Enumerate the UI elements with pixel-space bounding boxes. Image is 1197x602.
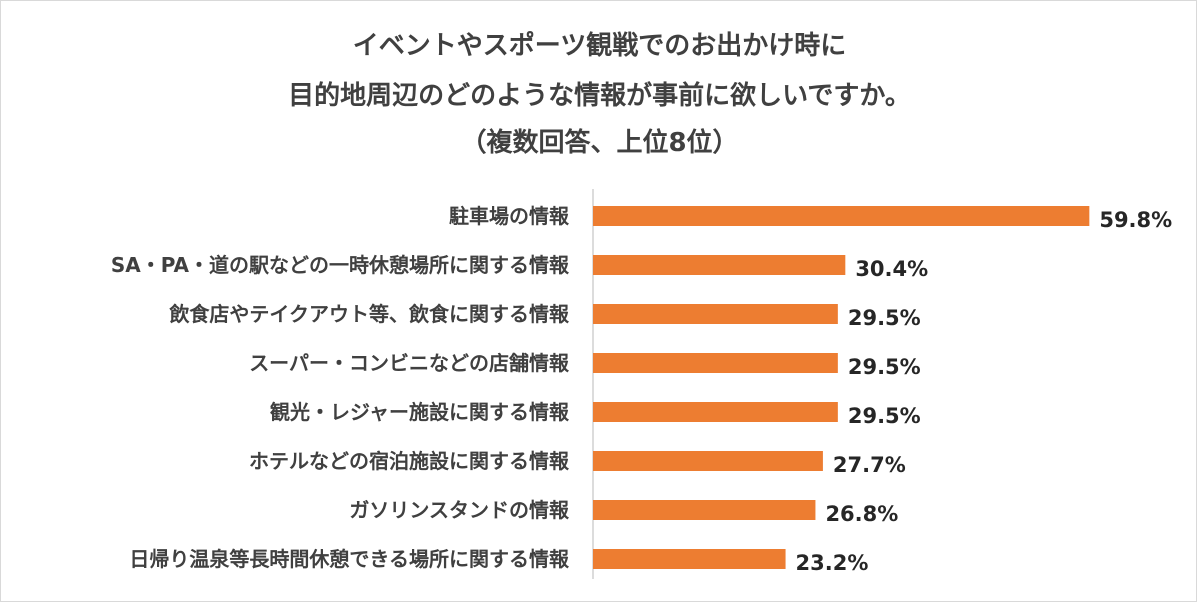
- chart-title-line-1: イベントやスポーツ観戦でのお出かけ時に: [352, 31, 847, 61]
- bar-1: [593, 206, 1090, 226]
- bar-7: [593, 500, 816, 520]
- category-label-layer: 駐車場の情報 SA・PA・道の駅などの一時休憩場所に関する情報飲食店やテイクアウト…: [111, 204, 570, 571]
- category-label-2: SA・PA・道の駅などの一時休憩場所に関する情報: [111, 253, 570, 277]
- bar-6: [593, 451, 823, 471]
- bar-3: [593, 304, 838, 324]
- chart-title-line-3: （複数回答、上位8位）: [460, 128, 739, 158]
- value-label-6: 27.7%: [833, 453, 906, 477]
- value-label-4: 29.5%: [848, 355, 921, 379]
- category-label-1: 駐車場の情報: [449, 204, 570, 228]
- bar-2: [593, 255, 846, 275]
- value-label-3: 29.5%: [848, 306, 921, 330]
- chart-title-line-2: 目的地周辺のどのような情報が事前に欲しいですか。: [288, 81, 911, 111]
- category-label-6: ホテルなどの宿泊施設に関する情報: [249, 449, 570, 473]
- value-label-8: 23.2%: [796, 551, 869, 575]
- bar-layer: [593, 206, 1090, 569]
- value-label-2: 30.4%: [855, 257, 928, 281]
- value-label-5: 29.5%: [848, 404, 921, 428]
- bar-8: [593, 549, 786, 569]
- category-label-5: 観光・レジャー施設に関する情報: [270, 400, 570, 424]
- bar-5: [593, 402, 838, 422]
- category-label-8: 日帰り温泉等長時間休憩できる場所に関する情報: [129, 547, 570, 571]
- category-label-7: ガソリンスタンドの情報: [349, 498, 570, 522]
- category-label-4: スーパー・コンビニなどの店舗情報: [249, 351, 570, 375]
- value-label-1: 59.8%: [1099, 208, 1172, 232]
- value-label-7: 26.8%: [825, 502, 898, 526]
- value-label-layer: 59.8% 30.4% 29.5% 29.5% 29.5% 27.7% 26.8% 23.2%: [796, 208, 1173, 575]
- bar-4: [593, 353, 838, 373]
- category-label-3: 飲食店やテイクアウト等、飲食に関する情報: [168, 302, 570, 326]
